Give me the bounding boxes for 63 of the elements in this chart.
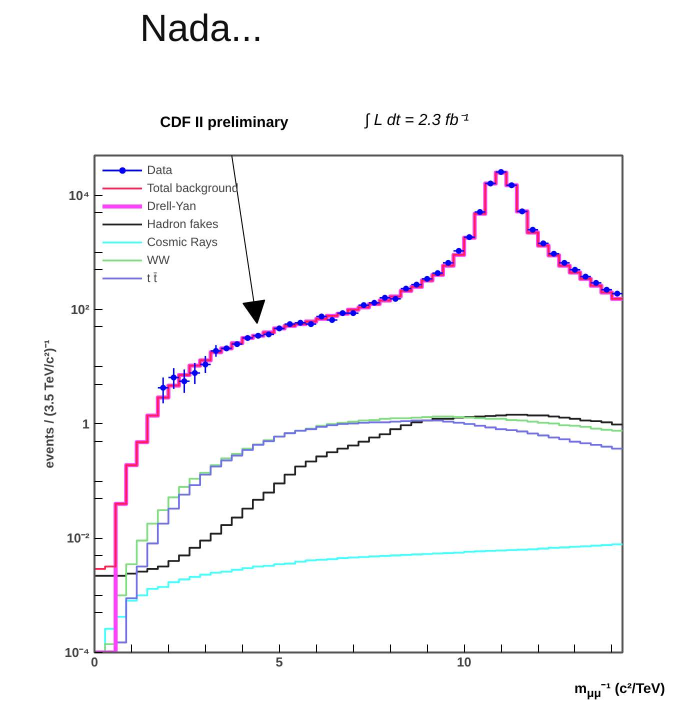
point [329,317,336,324]
point [424,276,430,282]
legend-label: t t̄ [147,271,158,285]
point [308,321,314,328]
legend-label: Data [147,163,172,177]
point [392,296,398,302]
point [297,320,304,326]
point [170,374,177,381]
point [466,234,472,240]
point [550,250,557,257]
point [160,384,166,391]
y-axis-title: events / (3.5 TeV/c²)⁻¹ [42,340,57,468]
x-tick-label: 5 [276,654,283,670]
legend-label: WW [147,253,170,267]
point [530,226,536,233]
point [244,334,251,341]
legend-label: Cosmic Rays [147,235,218,249]
point [434,270,441,276]
point [223,345,230,352]
y-tick-label: 1 [82,416,90,432]
point [276,325,282,332]
point [540,240,546,246]
y-tick-label: 10⁻² [66,530,90,546]
y-tick-label: 10⁴ [68,188,90,203]
point [318,314,325,320]
legend-label: Hadron fakes [147,217,218,231]
point [604,286,610,293]
y-tick-label: 10⁻⁴ [64,645,90,660]
point [181,378,188,384]
point [498,169,504,176]
point [456,248,462,254]
point [403,286,410,292]
point [360,302,367,308]
point [487,180,494,186]
text: Nada... [140,7,263,52]
legend-label: Drell-Yan [147,199,196,213]
point [202,361,208,368]
x-tick-label: 10 [456,654,472,670]
point [255,332,262,339]
point [508,182,515,188]
point [414,282,420,288]
point [572,266,578,273]
x-tick-label: 0 [90,654,98,670]
x-axis-title: m$_{μμ}$⁻¹ (c²/TeV) [574,679,665,702]
point [266,331,272,338]
point [234,341,240,348]
point [371,300,378,306]
point [340,310,346,316]
point [382,294,388,301]
point [614,290,620,297]
y-tick-label: 10² [70,302,90,318]
point [350,310,356,316]
chart-title: CDF II preliminary [160,113,288,133]
point [445,260,452,266]
point [519,208,526,214]
point [561,260,568,266]
point [582,274,589,280]
point [476,209,483,215]
point [593,280,600,286]
point [286,321,293,328]
point [192,370,198,376]
point [212,348,219,354]
text: ∫ L dt = 2.3 fb⁻¹ [365,111,469,131]
